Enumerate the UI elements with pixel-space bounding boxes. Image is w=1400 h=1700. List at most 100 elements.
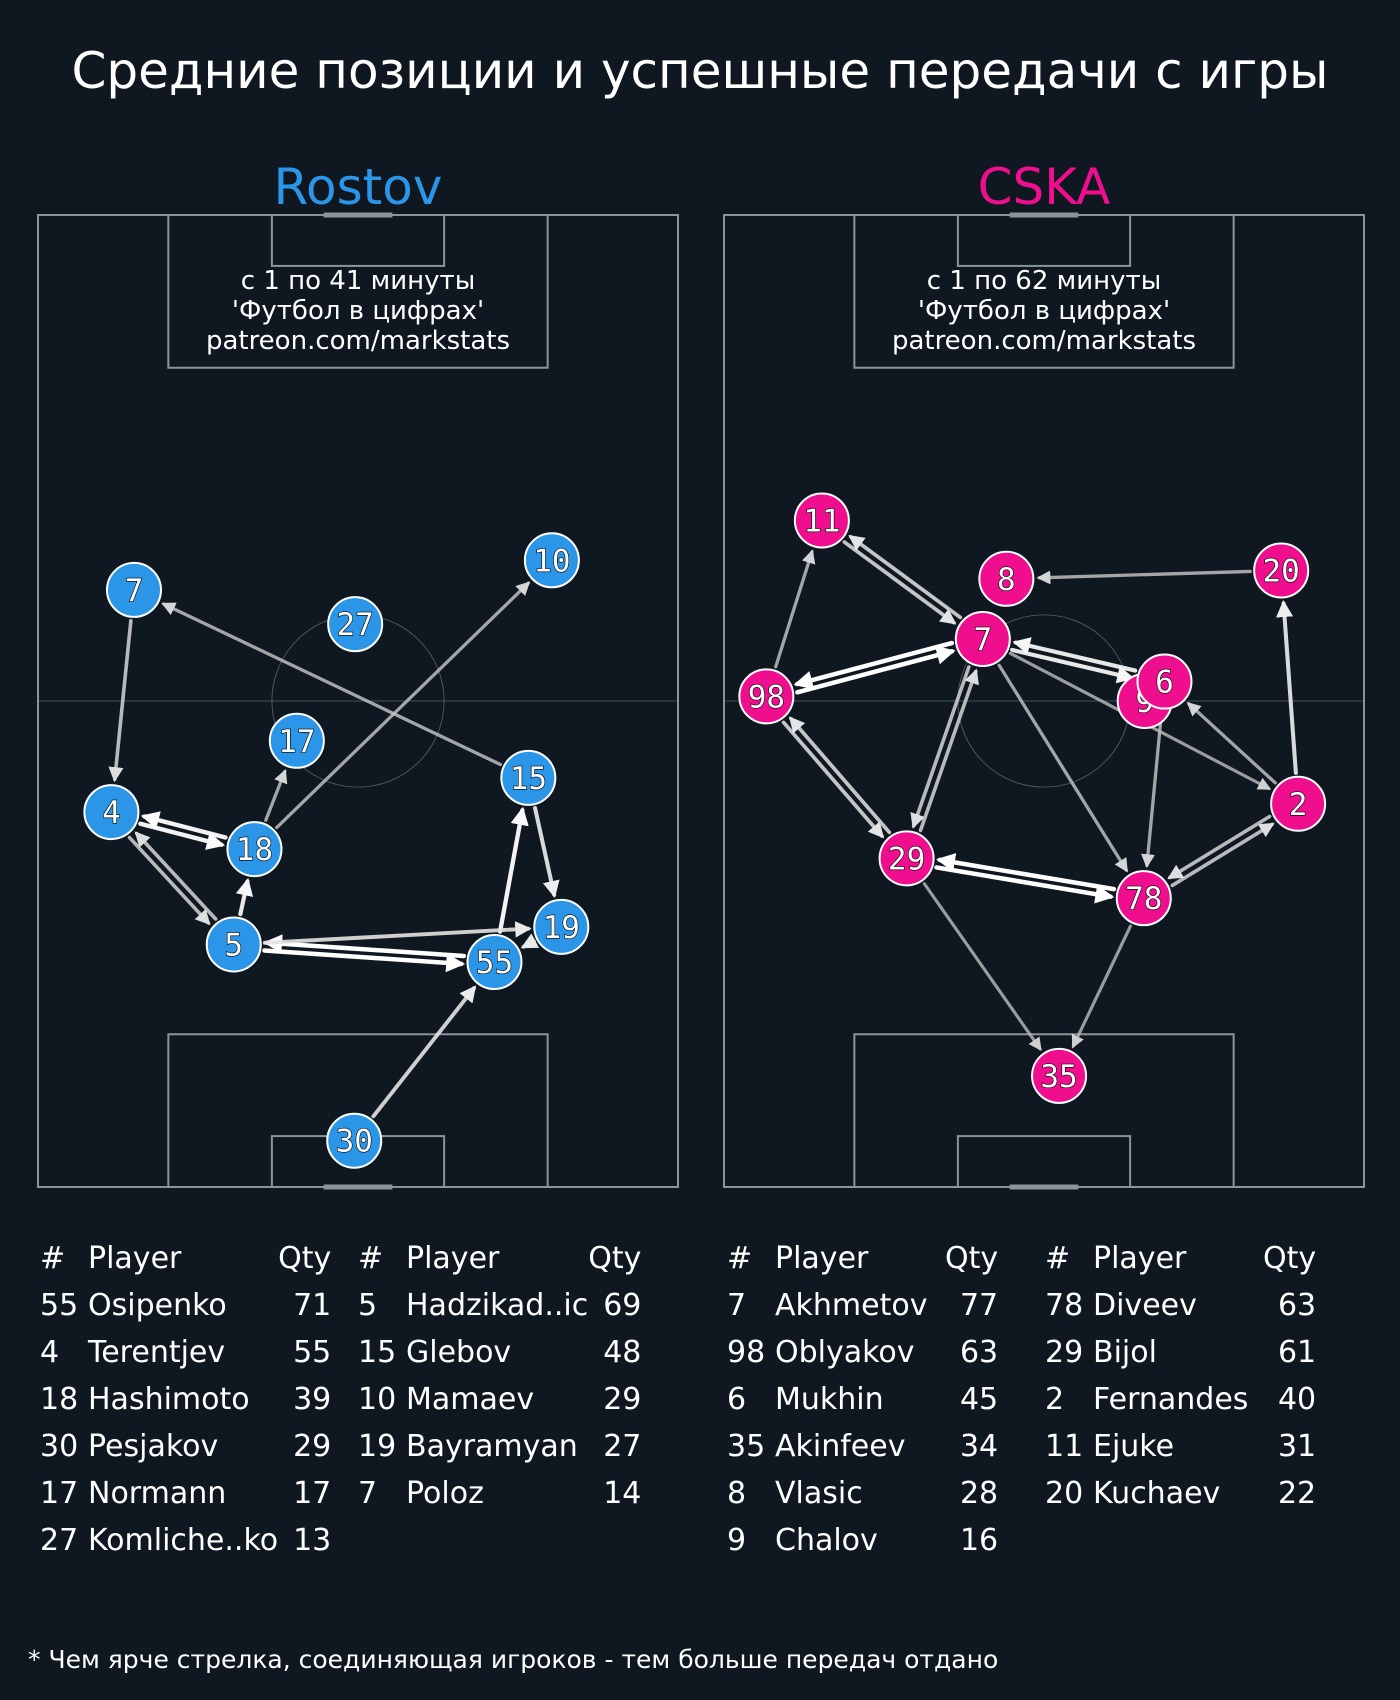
pass-arrow-7-to-29 [910, 665, 971, 829]
roster-table-cska-2: # Player Qty 78 Diveev 63 29 Bijol 61 2 Fernandes 4… [1045, 1235, 1316, 1517]
player-marker [793, 492, 850, 549]
player-number-label: 4 [102, 795, 121, 831]
player-node-10: 10 [523, 532, 580, 589]
table-row: 11 Ejuke 31 [1045, 1423, 1316, 1470]
pass-arrow-18-to-10 [275, 581, 531, 830]
cell-num: 7 [727, 1288, 747, 1323]
cell-qty: 31 [1277, 1429, 1317, 1464]
cell-player: Oblyakov [775, 1335, 915, 1370]
player-marker [1270, 775, 1327, 832]
pass-arrow-7-to-11 [848, 534, 963, 620]
pitch-markings [37, 212, 679, 1190]
table-row: 6 Mukhin 45 [727, 1376, 998, 1423]
table-row: 17 Normann 17 [40, 1470, 331, 1517]
chart-title: Средние позиции и успешные передачи с иг… [71, 42, 1329, 100]
cell-num: 9 [727, 1523, 747, 1558]
column-header-player: Player [1093, 1241, 1187, 1276]
player-marker [106, 561, 162, 618]
info-url: patreon.com/markstats [205, 326, 511, 356]
cell-player: Komliche..ko [88, 1523, 279, 1558]
pass-arrows [774, 534, 1298, 1052]
player-number-label: 8 [997, 562, 1016, 598]
column-header-qty: Qty [278, 1241, 332, 1276]
player-marker [1253, 542, 1310, 599]
cell-num: 11 [1045, 1429, 1084, 1464]
pass-arrow-15-to-7 [161, 602, 503, 767]
player-number-label: 2 [1289, 787, 1308, 823]
table-row: 20 Kuchaev 22 [1045, 1470, 1316, 1517]
cell-player: Akhmetov [775, 1288, 928, 1323]
cell-num: 18 [40, 1382, 79, 1417]
pass-arrow-7-to-78 [997, 663, 1129, 873]
table-row: 9 Chalov 16 [727, 1517, 998, 1564]
column-header-player: Player [88, 1241, 182, 1276]
column-header-qty: Qty [945, 1241, 999, 1276]
pass-arrows [108, 581, 560, 1119]
cell-player: Bayramyan [406, 1429, 578, 1464]
player-number-label: 11 [803, 503, 840, 539]
player-node-78: 78 [1115, 870, 1172, 927]
player-node-11: 11 [793, 492, 850, 549]
cell-qty: 17 [293, 1476, 332, 1511]
cell-player: Poloz [406, 1476, 484, 1511]
cell-player: Mukhin [775, 1382, 884, 1417]
player-number-label: 19 [543, 910, 580, 946]
player-number-label: 6 [1155, 665, 1174, 701]
table-row: 5 Hadzikad..ic 69 [358, 1282, 641, 1329]
pass-arrow-29-to-7 [918, 668, 979, 833]
cell-player: Glebov [406, 1335, 512, 1370]
roster-table-cska-1: # Player Qty 7 Akhmetov 77 98 Oblyakov 63 6 Mukhin… [727, 1235, 998, 1564]
pass-arrow-15-to-19 [533, 806, 560, 898]
player-marker [500, 749, 557, 806]
pass-arrow-20-to-8 [1036, 569, 1252, 585]
cell-num: 78 [1045, 1288, 1084, 1323]
cell-player: Bijol [1093, 1335, 1157, 1370]
table-header-row: # Player Qty [358, 1235, 641, 1282]
pass-arrow-98-to-11 [774, 549, 816, 669]
pass-arrow-29-to-35 [922, 882, 1042, 1052]
player-number-label: 78 [1125, 881, 1162, 917]
player-number-label: 30 [336, 1124, 373, 1160]
player-marker [1136, 653, 1193, 710]
column-header-qty: Qty [1263, 1241, 1317, 1276]
cell-num: 35 [727, 1429, 766, 1464]
footnote: * Чем ярче стрелка, соединяющая игроков … [28, 1645, 999, 1674]
pass-arrow-98-to-7 [795, 646, 956, 695]
pass-arrow-7-to-98 [793, 640, 955, 690]
player-number-label: 7 [125, 573, 144, 609]
player-number-label: 17 [278, 724, 315, 760]
cell-num: 98 [727, 1335, 766, 1370]
pass-arrow-18-to-17 [264, 768, 288, 822]
info-note-rostov: с 1 по 41 минуты 'Футбол в цифрах' patre… [169, 266, 547, 356]
pass-arrow-29-to-98 [788, 716, 892, 835]
player-number-label: 29 [888, 841, 925, 877]
player-node-6: 6 [1136, 653, 1193, 710]
table-row: 7 Poloz 14 [358, 1470, 641, 1517]
table-row: 15 Glebov 48 [358, 1329, 641, 1376]
pass-arrow-5-to-4 [134, 831, 218, 921]
cell-player: Hashimoto [88, 1382, 250, 1417]
player-node-2: 2 [1270, 775, 1327, 832]
column-header-qty: Qty [588, 1241, 642, 1276]
player-marker [268, 712, 325, 769]
cell-num: 17 [40, 1476, 79, 1511]
info-brand: 'Футбол в цифрах' [231, 296, 485, 326]
pass-arrow-7-to-4 [108, 618, 133, 783]
player-marker [205, 916, 262, 973]
cell-qty: 28 [959, 1476, 999, 1511]
cell-num: 55 [40, 1288, 79, 1323]
cell-player: Fernandes [1093, 1382, 1249, 1417]
cell-num: 6 [727, 1382, 747, 1417]
column-header-num: # [358, 1241, 384, 1276]
table-row: 30 Pesjakov 29 [40, 1423, 331, 1470]
pass-arrow-2-to-6 [1186, 701, 1277, 785]
cell-player: Ejuke [1093, 1429, 1175, 1464]
cell-player: Pesjakov [88, 1429, 219, 1464]
table-row: 18 Hashimoto 39 [40, 1376, 331, 1423]
pass-arrow-6-to-78 [1141, 710, 1164, 869]
cell-qty: 29 [603, 1382, 642, 1417]
table-row: 4 Terentjev 55 [40, 1329, 331, 1376]
pass-arrow-4-to-5 [127, 835, 211, 926]
player-node-5: 5 [205, 916, 262, 973]
